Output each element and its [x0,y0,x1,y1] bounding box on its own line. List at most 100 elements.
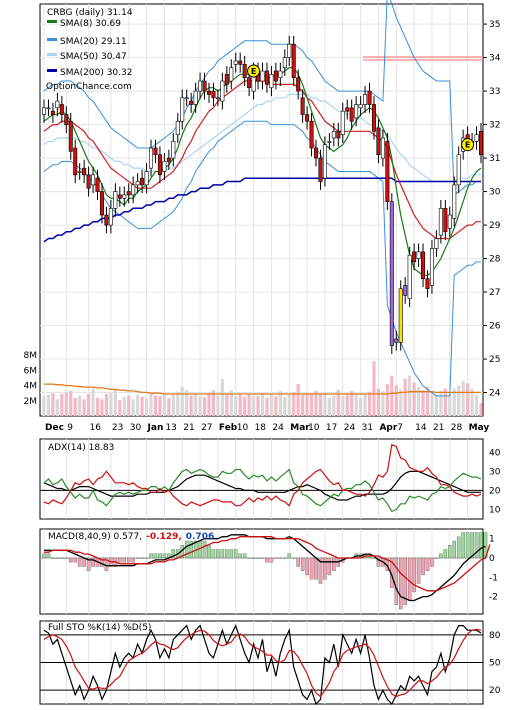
x-tick-label: 17 [326,423,337,433]
macd-histogram-bar [421,557,425,576]
macd-histogram-bar [274,557,278,559]
earnings-marker-label: E [465,141,470,150]
adx-panel-frame [39,438,484,520]
candle-body [215,97,220,100]
volume-bar [216,395,220,416]
candle-body [443,208,448,233]
macd-histogram-bar [82,557,86,567]
volume-average-line [44,383,481,395]
macd-histogram-bar [403,557,407,605]
volume-bar [439,390,443,416]
earnings-marker-label: E [251,67,256,76]
candle-body [50,110,55,115]
macd-tick-label: -1 [489,573,498,583]
watermark: OptionChance.com [46,82,132,92]
sma50-line [43,93,481,183]
volume-bar [109,393,113,416]
x-tick-label: 27 [201,423,212,433]
price-y-axis: 24 25 26 27 28 29 30 31 32 33 34 35 [483,20,501,399]
macd-histogram-bar [51,557,55,559]
candle-body [438,208,443,236]
volume-bar [372,361,376,416]
volume-bar [381,390,385,416]
volume-bar [127,395,131,416]
x-tick-label: 10 [308,423,320,433]
candle-body [220,80,225,102]
candle-body [140,177,145,186]
volume-bar [243,397,247,416]
price-tick-label: 33 [489,87,500,97]
macd-title-hist: -0.129, [146,532,182,542]
volume-tick-label: 4M [24,382,38,392]
x-tick-label: May [469,423,490,433]
macd-histogram-bar [229,549,234,559]
candle-body [64,114,69,125]
candle-body [99,191,104,216]
volume-bar [100,399,104,416]
candle-body [117,194,122,199]
candle-body [349,107,354,122]
macd-histogram-bar [77,557,82,567]
volume-bar [287,393,291,416]
macd-histogram-bar [305,557,309,576]
macd-histogram-bar [479,532,483,559]
macd-histogram-bar [332,557,336,571]
x-tick-label: Apr [379,423,397,433]
volume-bar [296,384,300,416]
macd-histogram-bar [86,557,91,571]
stochastic-series: 20 50 80 [40,621,501,706]
macd-histogram-bar [126,557,131,563]
macd-histogram-bar [474,532,479,559]
candle-body [327,141,332,143]
candle-body [126,191,131,196]
volume-bar [318,393,323,416]
earnings-markers: EE [247,64,475,152]
candle-body [206,90,211,95]
volume-bar [131,399,135,416]
earnings-marker [461,138,475,152]
candle-body [371,104,376,132]
x-tick-label: 28 [451,423,463,433]
volume-bar [185,390,189,416]
candle-body [314,147,319,159]
macd-histogram-bar [296,557,300,567]
price-series [41,0,483,397]
volume-bar [198,396,202,416]
macd-histogram-bar [412,557,416,593]
candle-body [171,141,176,159]
volume-bar [327,397,331,416]
macd-histogram-bar [470,532,474,559]
candle-body [153,147,158,156]
candle-body [394,338,399,343]
price-tick-label: 24 [489,389,501,399]
candle-body [336,130,341,139]
macd-histogram-bar [398,557,403,610]
volume-bar [301,394,305,416]
sma200-line [43,177,481,243]
volume-bar [430,392,434,416]
volume-bar [69,390,73,416]
price-tick-label: 30 [489,188,501,198]
candle-body [242,63,247,78]
volume-bar [394,385,398,416]
candle-body [59,104,64,115]
volume-bar [470,388,474,416]
candle-body [193,90,198,105]
legend-swatch-sma20 [47,38,57,41]
candle-body [108,208,113,226]
candle-body [287,43,292,58]
volume-bar [202,397,207,416]
candle-body [385,141,390,202]
candle-body [421,251,426,279]
candle-body [305,114,310,122]
volume-bar [118,400,122,416]
adx-tick-label: 20 [489,486,501,496]
candle-body [131,184,136,196]
macd-histogram-bar [260,557,265,559]
volume-bar [55,399,59,416]
candle-body [456,154,461,186]
candle-body [331,130,336,139]
volume-bar [180,387,184,416]
candle-body [273,70,278,82]
